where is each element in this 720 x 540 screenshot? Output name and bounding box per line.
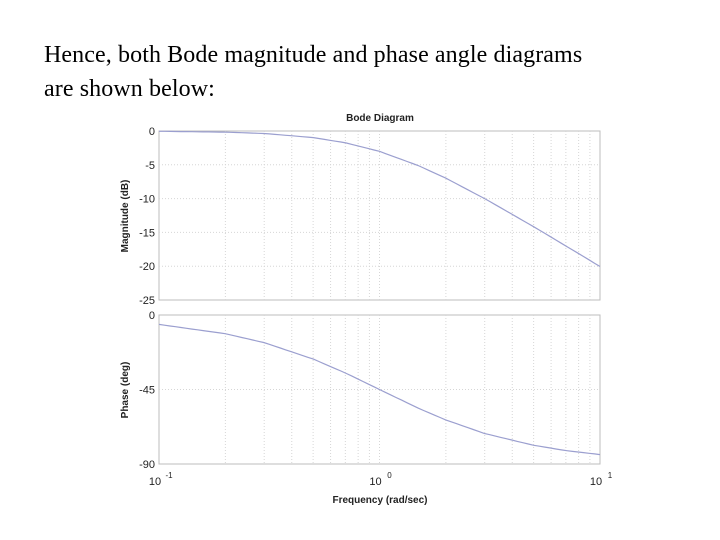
magnitude-y-tick-label: -25 [139,295,155,307]
magnitude-panel: 0 -5 -10 -15 -20 -25 [139,126,601,307]
magnitude-data-point [484,198,485,199]
magnitude-data-point [565,245,566,246]
phase-y-tick-label: 0 [149,310,155,322]
magnitude-data-point [418,165,419,166]
magnitude-y-axis-label: Magnitude (dB) [120,180,131,253]
magnitude-data-point [225,132,226,133]
caption: Hence, both Bode magnitude and phase ang… [44,38,694,106]
phase-data-point [379,389,380,390]
x-tick-exponent: -1 [165,471,173,480]
phase-y-tick-label: -90 [139,459,155,471]
phase-data-point [158,324,159,325]
magnitude-data-point [264,133,265,134]
phase-data-point [313,358,314,359]
phase-data-point [565,450,566,451]
phase-data-point [225,333,226,334]
x-tick-exponent: 1 [608,471,613,480]
caption-line-2: are shown below: [44,76,215,102]
phase-data-point [418,408,419,409]
caption-line-1: Hence, both Bode magnitude and phase ang… [44,42,583,68]
phase-data-point [445,419,446,420]
magnitude-y-tick-label: -15 [139,227,155,239]
phase-data-point [533,445,534,446]
phase-y-tick-label: -45 [139,385,155,397]
magnitude-data-point [533,226,534,227]
phase-data-point [599,454,600,455]
chart-title: Bode Diagram [346,113,414,124]
magnitude-data-point [599,266,600,267]
x-tick-label: 10 [369,476,381,488]
phase-y-axis-label: Phase (deg) [120,362,131,419]
phase-data-point [264,342,265,343]
phase-panel: 0 -45 -90 10 -1 10 0 10 1 [139,310,613,488]
magnitude-y-tick-label: -10 [139,194,155,206]
x-tick-label: 10 [590,476,602,488]
x-tick-exponent: 0 [387,471,392,480]
x-axis-label: Frequency (rad/sec) [332,495,427,506]
magnitude-data-point [445,178,446,179]
phase-series-line [158,323,601,456]
magnitude-data-point [379,151,380,152]
phase-data-point [484,433,485,434]
magnitude-data-point [313,137,314,138]
magnitude-y-tick-label: -20 [139,261,155,273]
x-tick-label: 10 [149,476,161,488]
magnitude-y-tick-label: 0 [149,126,155,138]
magnitude-data-point [158,131,159,132]
magnitude-y-tick-label: -5 [145,160,155,172]
phase-data-point [345,372,346,373]
magnitude-data-point [345,142,346,143]
magnitude-series-line [159,130,601,268]
